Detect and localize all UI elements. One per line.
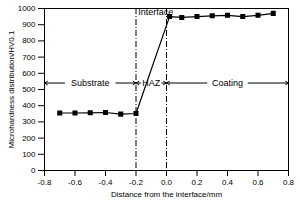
svg-text:0.0: 0.0 [161, 178, 173, 187]
svg-text:900: 900 [22, 20, 36, 29]
svg-text:0.4: 0.4 [222, 178, 234, 187]
svg-text:500: 500 [22, 85, 36, 94]
svg-text:1000: 1000 [18, 4, 36, 13]
svg-text:800: 800 [22, 36, 36, 45]
svg-text:0.6: 0.6 [252, 178, 264, 187]
svg-text:0.8: 0.8 [283, 178, 295, 187]
svg-text:-0.4: -0.4 [99, 178, 113, 187]
svg-text:0.2: 0.2 [191, 178, 203, 187]
svg-text:300: 300 [22, 117, 36, 126]
svg-text:Coating: Coating [212, 78, 243, 88]
svg-text:Interface: Interface [138, 7, 173, 17]
svg-text:-0.6: -0.6 [68, 178, 82, 187]
svg-text:700: 700 [22, 53, 36, 62]
svg-text:600: 600 [22, 69, 36, 78]
svg-text:Distance from the interface/mm: Distance from the interface/mm [111, 190, 222, 199]
svg-text:200: 200 [22, 134, 36, 143]
svg-text:Microhardness distribution/HV0: Microhardness distribution/HV0.1 [7, 30, 16, 148]
svg-text:0: 0 [31, 166, 36, 175]
svg-text:-0.2: -0.2 [129, 178, 143, 187]
svg-text:400: 400 [22, 101, 36, 110]
svg-text:100: 100 [22, 150, 36, 159]
svg-text:Substrate: Substrate [71, 78, 110, 88]
svg-text:HAZ: HAZ [142, 78, 161, 88]
svg-text:-0.8: -0.8 [38, 178, 52, 187]
